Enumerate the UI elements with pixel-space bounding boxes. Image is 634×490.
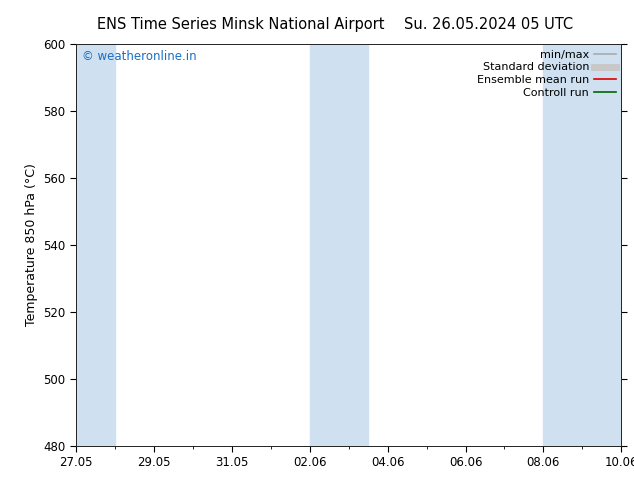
- Text: ENS Time Series Minsk National Airport: ENS Time Series Minsk National Airport: [97, 17, 385, 32]
- Text: Su. 26.05.2024 05 UTC: Su. 26.05.2024 05 UTC: [404, 17, 573, 32]
- Bar: [310, 44, 368, 446]
- Bar: [76, 44, 115, 446]
- Y-axis label: Temperature 850 hPa (°C): Temperature 850 hPa (°C): [25, 164, 38, 326]
- Bar: [543, 44, 634, 446]
- Text: © weatheronline.in: © weatheronline.in: [82, 50, 196, 63]
- Legend: min/max, Standard deviation, Ensemble mean run, Controll run: min/max, Standard deviation, Ensemble me…: [477, 49, 616, 98]
